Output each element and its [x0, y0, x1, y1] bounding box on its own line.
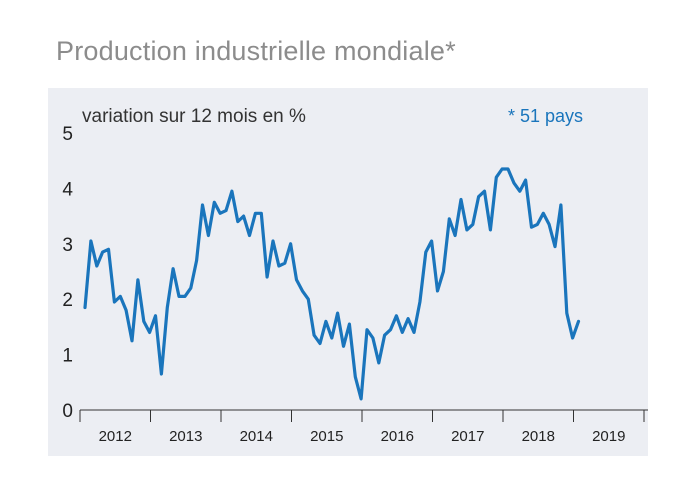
chart-panel: [48, 88, 648, 456]
y-tick-label: 0: [62, 401, 73, 422]
x-tick-label: 2018: [522, 428, 555, 445]
y-tick-label: 4: [62, 179, 73, 200]
y-tick-label: 2: [62, 290, 73, 311]
chart-title: Production industrielle mondiale*: [56, 36, 456, 66]
series-line: [83, 167, 581, 401]
y-axis-label: variation sur 12 mois en %: [82, 106, 306, 127]
x-tick-label: 2012: [99, 428, 132, 445]
x-tick-label: 2017: [451, 428, 484, 445]
x-tick-label: 2015: [310, 428, 343, 445]
chart-footnote: * 51 pays: [508, 106, 583, 126]
x-tick-label: 2019: [592, 428, 625, 445]
x-tick-label: 2013: [169, 428, 202, 445]
y-tick-label: 3: [62, 235, 73, 256]
x-tick-label: 2016: [381, 428, 414, 445]
y-tick-label: 1: [62, 346, 73, 367]
y-tick-label: 5: [62, 124, 73, 145]
x-tick-label: 2014: [240, 428, 273, 445]
